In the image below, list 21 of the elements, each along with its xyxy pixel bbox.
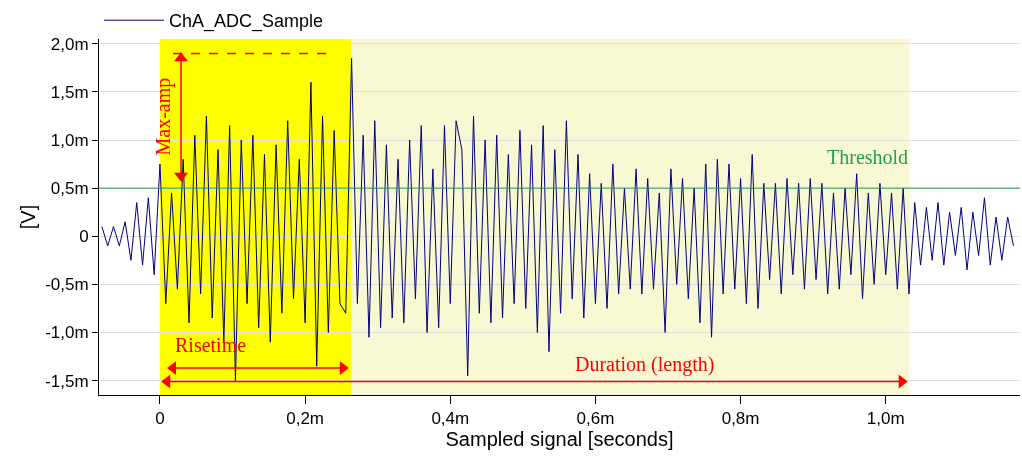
y-tick-label: 1,5m [50, 82, 89, 102]
y-tick-label: 2,0m [50, 34, 89, 54]
legend-label: ChA_ADC_Sample [169, 11, 324, 33]
x-tick-label: 0 [155, 409, 165, 429]
x-tick-label: 0,4m [431, 409, 470, 429]
annotation: Max-amp [151, 77, 175, 156]
x-tick-label: 0,2m [286, 409, 325, 429]
x-tick-label: 1,0m [866, 409, 905, 429]
y-tick-label: -1,5m [45, 371, 89, 391]
line-series [101, 57, 1014, 382]
y-tick-label: -1,0m [45, 323, 89, 343]
y-axis-title: [V] [16, 204, 39, 230]
x-axis-title: Sampled signal [seconds] [445, 428, 674, 451]
y-tick-label: 1,0m [50, 130, 89, 150]
annotation: Duration (length) [575, 353, 715, 376]
y-tick-label: 0,5m [50, 179, 89, 199]
ref-line-label: Threshold [827, 146, 909, 168]
x-tick-label: 0,8m [721, 409, 760, 429]
x-tick-label: 0,6m [576, 409, 615, 429]
y-tick-label: 0 [79, 227, 89, 247]
y-tick-label: -0,5m [45, 275, 89, 295]
